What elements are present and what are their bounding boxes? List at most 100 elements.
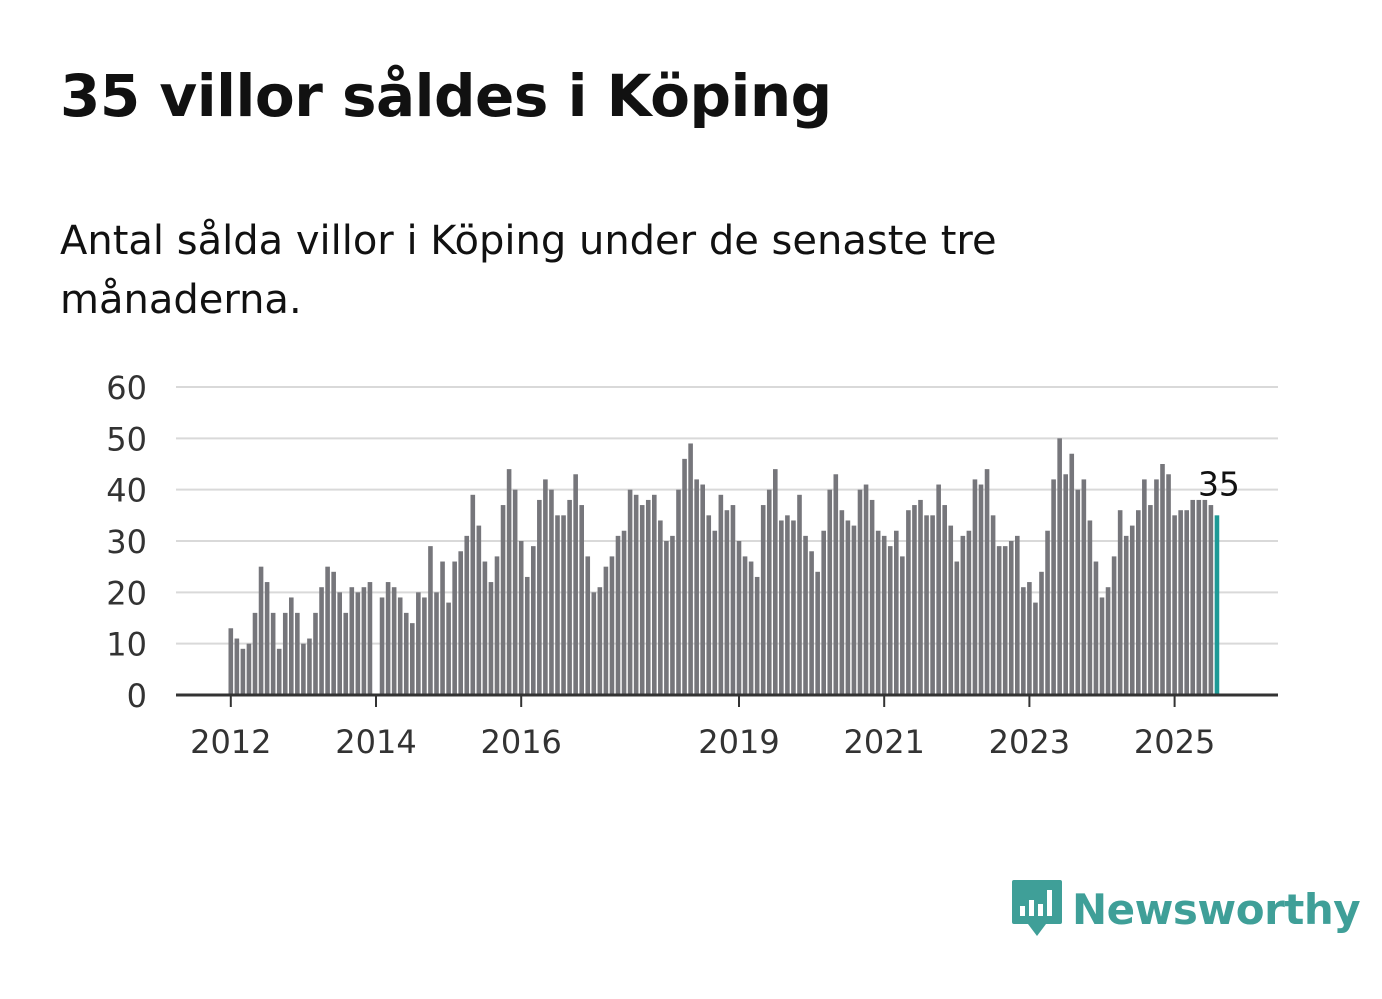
bar (452, 561, 457, 695)
bar (579, 505, 584, 695)
bar (1057, 438, 1062, 695)
bar (603, 566, 609, 695)
bar (851, 525, 857, 695)
bar (972, 479, 978, 695)
bar (706, 515, 712, 695)
bar (361, 587, 367, 695)
bar (912, 505, 917, 695)
bar (996, 546, 1002, 695)
bar (282, 612, 288, 695)
bar (1015, 535, 1020, 695)
bar (815, 571, 820, 695)
bar (319, 587, 324, 695)
bar (301, 643, 306, 695)
bar (1142, 479, 1147, 695)
bar (948, 525, 954, 695)
bar (779, 520, 784, 695)
bar (313, 612, 318, 695)
bar (597, 587, 603, 695)
bar (809, 551, 814, 695)
bar (1105, 587, 1111, 695)
bar (470, 494, 476, 695)
bar (289, 597, 294, 695)
bar (894, 530, 899, 695)
bar (464, 535, 470, 695)
bar (1129, 525, 1135, 695)
bar (930, 515, 935, 695)
bar (1208, 505, 1214, 695)
bar (688, 443, 693, 695)
bar (1081, 479, 1087, 695)
bar (658, 520, 663, 695)
bar (942, 505, 947, 695)
bar (827, 489, 833, 695)
y-tick-label: 40 (106, 472, 147, 510)
bar (331, 571, 336, 695)
x-tick-label: 2014 (335, 723, 416, 761)
bar (264, 582, 270, 695)
bar (1027, 582, 1032, 695)
bar (966, 530, 972, 695)
bar (591, 592, 597, 695)
bar (416, 592, 421, 695)
bar (821, 530, 826, 695)
bar (458, 551, 463, 695)
bar (295, 612, 300, 695)
bar (446, 602, 451, 695)
bar (343, 612, 349, 695)
chart-subtitle: Antal sålda villor i Köping under de sen… (60, 218, 997, 323)
bar (537, 499, 542, 695)
bar (875, 530, 881, 695)
bar (791, 520, 796, 695)
y-axis-tick-labels: 0 10 20 30 40 50 60 (106, 369, 147, 715)
bar (561, 515, 566, 695)
x-tick-label: 2019 (698, 723, 779, 761)
bar (379, 597, 385, 695)
bar (754, 576, 760, 695)
bar (960, 535, 966, 695)
bar (325, 566, 330, 695)
bar (1087, 520, 1093, 695)
bar (694, 479, 699, 695)
bar (403, 612, 409, 695)
bar (718, 494, 724, 695)
bar (1008, 541, 1014, 695)
bar (385, 582, 391, 695)
bar (863, 484, 869, 695)
bar (881, 535, 887, 695)
bar (440, 561, 445, 695)
newsworthy-logo-icon (1012, 880, 1062, 936)
bar (488, 582, 494, 695)
bar (1117, 510, 1123, 695)
bar (252, 612, 258, 695)
bar (869, 499, 875, 695)
bar (887, 546, 893, 695)
bar (1045, 530, 1050, 695)
bar (1002, 546, 1008, 695)
bar (1111, 556, 1117, 695)
x-tick-label: 2025 (1134, 723, 1215, 761)
bar (833, 474, 839, 695)
bar (978, 484, 984, 695)
y-tick-label: 30 (106, 523, 147, 561)
bar (918, 499, 923, 695)
bar-latest (1214, 515, 1220, 695)
bar (1148, 505, 1153, 695)
bar (422, 597, 427, 695)
bar (797, 494, 802, 695)
bar (482, 561, 488, 695)
bar (760, 505, 766, 695)
bar (434, 592, 439, 695)
chart-title: 35 villor såldes i Köping (60, 62, 832, 130)
bar (900, 556, 905, 695)
bar (1033, 602, 1038, 695)
bar (476, 525, 482, 695)
bar (1075, 489, 1081, 695)
bar (924, 515, 929, 695)
bar (700, 484, 705, 695)
bar (954, 561, 960, 695)
bar (240, 648, 246, 695)
bar (1154, 479, 1159, 695)
bar (1184, 510, 1189, 695)
